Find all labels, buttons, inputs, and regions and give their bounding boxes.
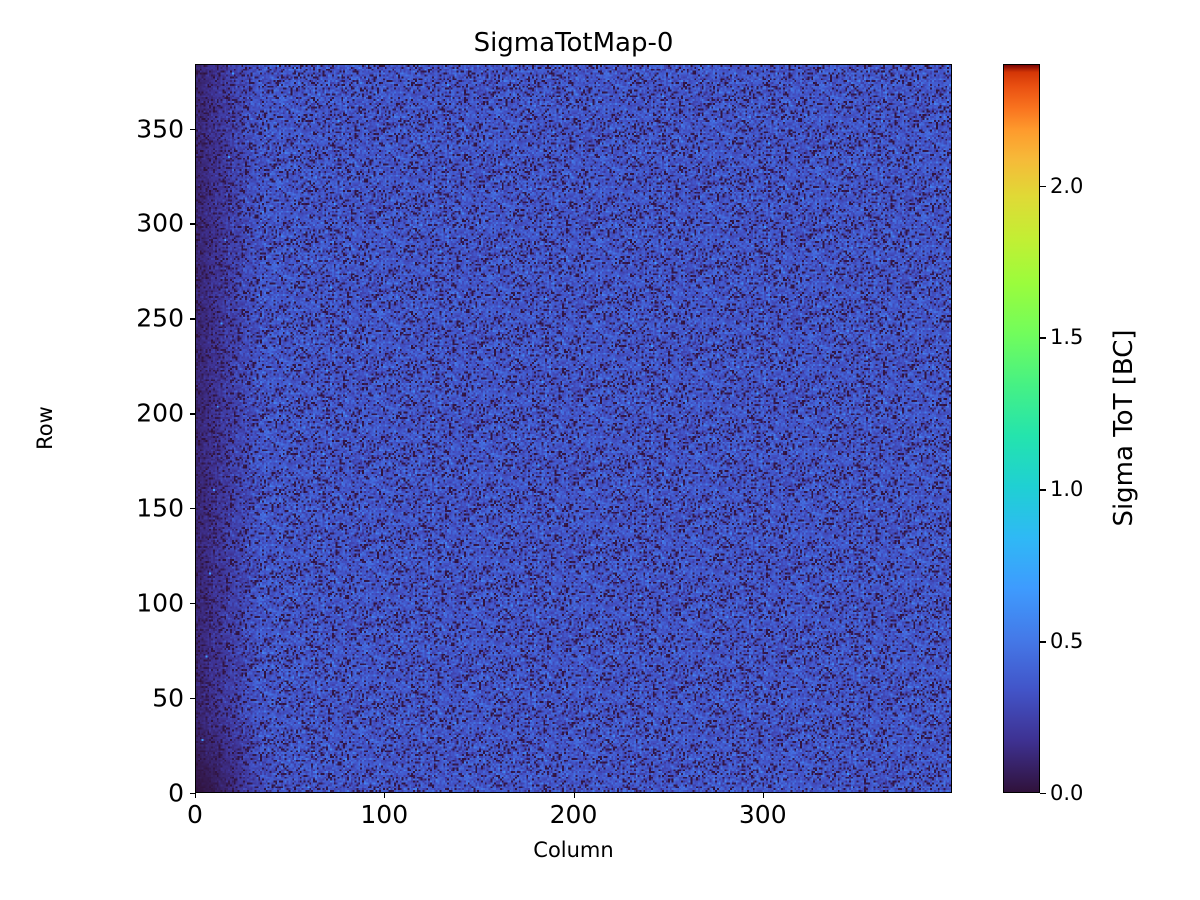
y-tick-mark bbox=[190, 698, 195, 700]
y-tick-label: 150 bbox=[136, 493, 184, 523]
y-tick-mark bbox=[190, 793, 195, 795]
y-tick-label: 0 bbox=[168, 778, 184, 808]
x-tick-label: 300 bbox=[738, 800, 787, 829]
y-tick-mark bbox=[190, 413, 195, 415]
y-tick-mark bbox=[190, 508, 195, 510]
colorbar[interactable] bbox=[1003, 64, 1040, 793]
y-tick-mark bbox=[190, 603, 195, 605]
colorbar-tick-label: 0.5 bbox=[1050, 629, 1084, 654]
colorbar-tick-label: 0.0 bbox=[1050, 781, 1084, 805]
heatmap-axes[interactable] bbox=[195, 64, 952, 793]
heatmap-image bbox=[196, 65, 951, 792]
y-tick-mark bbox=[190, 318, 195, 320]
colorbar-tick-mark bbox=[1040, 641, 1046, 643]
y-tick-label: 300 bbox=[136, 208, 184, 238]
x-tick-label: 100 bbox=[360, 800, 409, 829]
y-tick-label: 50 bbox=[152, 683, 184, 713]
chart-title: SigmaTotMap-0 bbox=[473, 28, 674, 58]
x-tick-mark bbox=[573, 793, 575, 798]
colorbar-tick-label: 2.0 bbox=[1050, 173, 1084, 198]
y-tick-mark bbox=[190, 223, 195, 225]
y-tick-label: 250 bbox=[136, 303, 184, 333]
colorbar-tick-mark bbox=[1040, 793, 1046, 795]
y-tick-mark bbox=[190, 128, 195, 130]
x-axis-label: Column bbox=[533, 838, 614, 862]
colorbar-gradient bbox=[1004, 65, 1039, 792]
x-tick-label: 200 bbox=[549, 800, 598, 829]
x-tick-label: 0 bbox=[187, 800, 203, 829]
y-axis-label: Row bbox=[33, 406, 57, 450]
y-tick-label: 350 bbox=[136, 114, 184, 144]
y-tick-label: 100 bbox=[136, 588, 184, 618]
colorbar-tick-mark bbox=[1040, 489, 1046, 491]
colorbar-tick-mark bbox=[1040, 337, 1046, 339]
colorbar-tick-mark bbox=[1040, 185, 1046, 187]
x-tick-mark bbox=[762, 793, 764, 798]
colorbar-tick-label: 1.5 bbox=[1050, 325, 1084, 350]
y-tick-label: 200 bbox=[136, 398, 184, 428]
x-tick-mark bbox=[195, 793, 197, 798]
colorbar-label: Sigma ToT [BC] bbox=[1109, 329, 1139, 527]
x-tick-mark bbox=[384, 793, 386, 798]
colorbar-tick-label: 1.0 bbox=[1050, 477, 1084, 502]
